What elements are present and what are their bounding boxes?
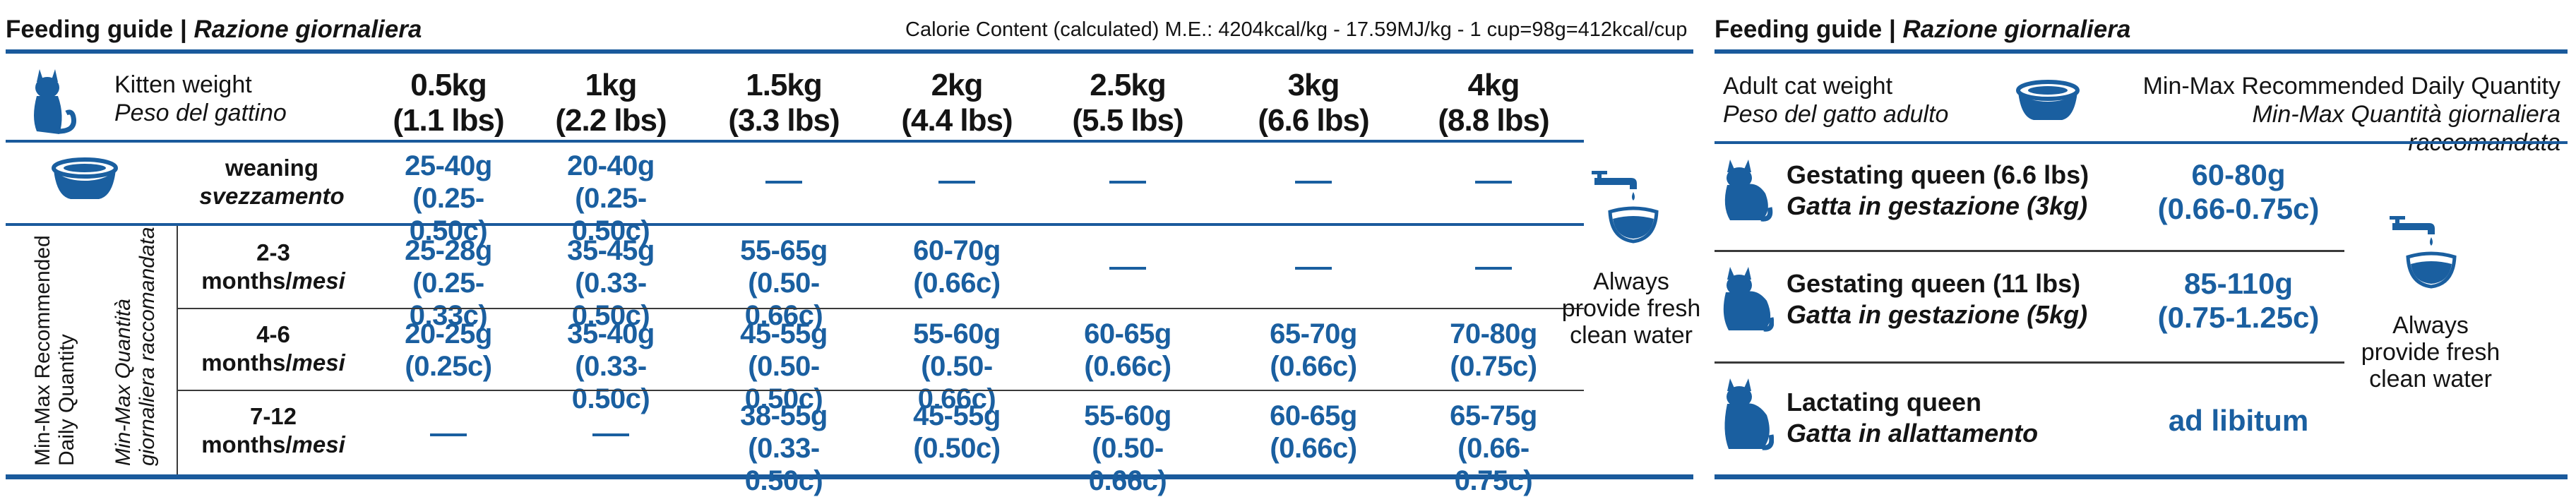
value-gestating-3kg: 60-80g (0.66-0.75c): [2157, 158, 2320, 225]
cat-icon: [27, 64, 79, 138]
row-name-gestating-3kg: Gestating queen (6.6 lbs) Gatta in gesta…: [1787, 160, 2089, 220]
cell-4-6-1: 20-25g (0.25c): [405, 318, 492, 382]
cell-weaning-1: 25-40g (0.25-0.50c): [405, 150, 492, 246]
water-note-left: Always provide fresh clean water: [1561, 268, 1701, 349]
qty-label: Min-Max Recommended Daily Quantity: [2142, 73, 2560, 100]
cell-4-6-2: 35-40g (0.33-0.50c): [567, 318, 655, 414]
cell-7-12-3: 38-55g (0.33-0.50c): [740, 400, 828, 496]
row-label-weaning: weaning svezzamento: [199, 155, 345, 209]
cell-2-3-3: 55-65g (0.50-0.66c): [740, 235, 828, 331]
cell-2-3-2: 35-45g (0.33-0.50c): [567, 235, 655, 331]
cat-icon: [1720, 376, 1774, 453]
cell-7-12-7: 65-75g (0.66-0.75c): [1450, 400, 1537, 496]
dash-weaning-6: [1295, 181, 1332, 184]
dash-weaning-7: [1475, 181, 1512, 184]
kitten-weight-label: Kitten weight: [114, 71, 252, 98]
cell-4-6-6: 65-70g (0.66c): [1270, 318, 1357, 382]
cell-2-3-1: 25-28g (0.25-0.33c): [405, 235, 492, 331]
row-label-2-3: 2-3 months/mesi: [201, 239, 345, 294]
row-label-7-12: 7-12 months/mesi: [201, 403, 345, 457]
dash-weaning-4: [938, 181, 975, 184]
dash-2-3-5: [1109, 267, 1146, 270]
cell-7-12-6: 60-65g (0.66c): [1270, 400, 1357, 464]
qty-label-it: Min-Max Quantità giornaliera raccomandat…: [2252, 101, 2560, 156]
water-note-right: Always provide fresh clean water: [2361, 312, 2500, 393]
food-bowl-icon: [2014, 79, 2082, 124]
row-name-lactating: Lactating queen Gatta in allattamento: [1787, 388, 2039, 448]
vertical-label-it: Min-Max Quantità giornaliera raccomandat…: [112, 227, 159, 466]
adult-weight-label: Adult cat weight: [1723, 73, 1893, 100]
cell-7-12-5: 55-60g (0.50-0.66c): [1084, 400, 1171, 496]
dash-2-3-7: [1475, 267, 1512, 270]
weight-col-4: 2kg (4.4 lbs): [901, 68, 1013, 138]
water-tap-icon: [1587, 168, 1665, 246]
value-gestating-5kg: 85-110g (0.75-1.25c): [2157, 267, 2320, 334]
right-title: Feeding guide | Razione giornaliera: [1715, 16, 2131, 43]
weight-col-5: 2.5kg (5.5 lbs): [1072, 68, 1183, 138]
cell-weaning-2: 20-40g (0.25-0.50c): [567, 150, 655, 246]
weight-col-7: 4kg (8.8 lbs): [1438, 68, 1549, 138]
cell-4-6-7: 70-80g (0.75c): [1450, 318, 1537, 382]
dash-7-12-1: [430, 433, 467, 436]
kitten-weight-label-it: Peso del gattino: [114, 100, 287, 126]
adult-weight-label-it: Peso del gatto adulto: [1723, 101, 1949, 128]
weight-col-1: 0.5kg (1.1 lbs): [393, 68, 504, 138]
water-tap-icon: [2385, 213, 2463, 291]
calorie-content: Calorie Content (calculated) M.E.: 4204k…: [905, 18, 1688, 41]
cell-4-6-3: 45-55g (0.50-0.50c): [740, 318, 828, 414]
food-bowl-icon: [49, 157, 120, 203]
dash-weaning-5: [1109, 181, 1146, 184]
value-lactating: ad libitum: [2168, 404, 2309, 437]
vertical-label-en: Min-Max Recommended Daily Quantity: [31, 235, 78, 466]
cat-icon: [1720, 264, 1774, 335]
dash-weaning-3: [765, 181, 802, 184]
left-title: Feeding guide | Razione giornaliera: [6, 16, 422, 43]
weight-col-3: 1.5kg (3.3 lbs): [728, 68, 840, 138]
cell-2-3-4: 60-70g (0.66c): [913, 235, 1001, 299]
row-label-4-6: 4-6 months/mesi: [201, 321, 345, 376]
cell-4-6-4: 55-60g (0.50-0.66c): [913, 318, 1001, 414]
dash-7-12-2: [592, 433, 629, 436]
cell-7-12-4: 45-55g (0.50c): [913, 400, 1001, 464]
dash-2-3-6: [1295, 267, 1332, 270]
cat-icon: [1720, 157, 1774, 224]
row-name-gestating-5kg: Gestating queen (11 lbs) Gatta in gestaz…: [1787, 269, 2088, 329]
weight-col-6: 3kg (6.6 lbs): [1258, 68, 1369, 138]
weight-col-2: 1kg (2.2 lbs): [555, 68, 667, 138]
cell-4-6-5: 60-65g (0.66c): [1084, 318, 1171, 382]
